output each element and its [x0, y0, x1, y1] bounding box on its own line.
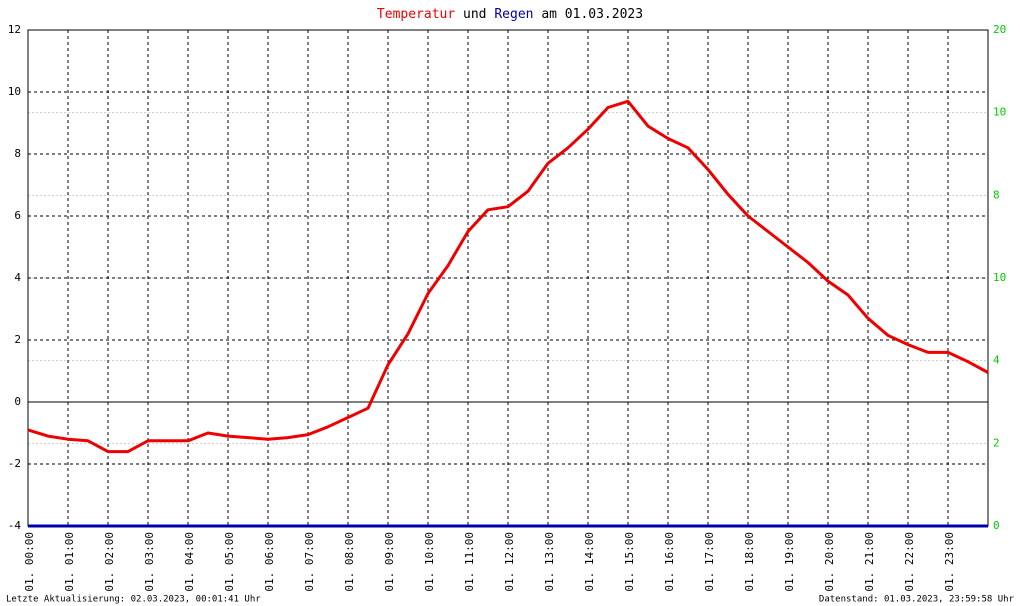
- y-tick-label: -2: [8, 457, 21, 470]
- title-and: und: [463, 7, 486, 22]
- x-tick-label: 01. 21:00: [863, 532, 876, 592]
- series-line: [27, 99, 989, 454]
- y-tick-label: 8: [14, 147, 21, 160]
- y-tick-label: 2: [14, 333, 21, 346]
- x-tick-label: 01. 11:00: [463, 532, 476, 592]
- y-tick-label: 12: [8, 23, 21, 36]
- title-rain: Regen: [494, 7, 533, 22]
- x-tick-label: 01. 08:00: [343, 532, 356, 592]
- x-tick-label: 01. 10:00: [423, 532, 436, 592]
- x-tick-label: 01. 14:00: [583, 532, 596, 592]
- y-tick-label: -4: [8, 519, 22, 532]
- y-tick-label: 10: [8, 85, 21, 98]
- y-tick-label: 6: [14, 209, 21, 222]
- x-tick-label: 01. 18:00: [743, 532, 756, 592]
- y-tick-label: 0: [14, 395, 21, 408]
- x-tick-label: 01. 09:00: [383, 532, 396, 592]
- x-tick-label: 01. 01:00: [63, 532, 76, 592]
- x-tick-label: 01. 04:00: [183, 532, 196, 592]
- x-tick-label: 01. 16:00: [663, 532, 676, 592]
- title-temperature: Temperatur: [377, 7, 455, 22]
- x-tick-label: 01. 17:00: [703, 532, 716, 592]
- chart-title: Temperatur und Regen am 01.03.2023: [377, 7, 643, 22]
- x-tick-label: 01. 00:00: [23, 532, 36, 592]
- x-tick-label: 01. 03:00: [143, 532, 156, 592]
- x-tick-label: 01. 20:00: [823, 532, 836, 592]
- x-tick-label: 01. 07:00: [303, 532, 316, 592]
- x-tick-label: 01. 02:00: [103, 532, 116, 592]
- footer-data-state: Datenstand: 01.03.2023, 23:59:58 Uhr: [819, 595, 1015, 605]
- x-tick-label: 01. 05:00: [223, 532, 236, 592]
- x-tick-label: 01. 13:00: [543, 532, 556, 592]
- y2-tick-label: 10: [993, 271, 1006, 284]
- x-tick-label: 01. 12:00: [503, 532, 516, 592]
- y-tick-label: 4: [14, 271, 21, 284]
- x-tick-label: 01. 23:00: [943, 532, 956, 592]
- y2-tick-label: 10: [993, 106, 1006, 119]
- x-tick-label: 01. 22:00: [903, 532, 916, 592]
- y2-tick-label: 8: [993, 188, 1000, 201]
- y2-tick-label: 20: [993, 23, 1006, 36]
- y2-tick-label: 0: [993, 519, 1000, 532]
- y2-tick-label: 2: [993, 436, 1000, 449]
- footer-updated: Letzte Aktualisierung: 02.03.2023, 00:01…: [6, 595, 261, 605]
- x-tick-label: 01. 19:00: [783, 532, 796, 592]
- x-tick-label: 01. 06:00: [263, 532, 276, 592]
- title-date: am 01.03.2023: [541, 7, 643, 22]
- x-tick-label: 01. 15:00: [623, 532, 636, 592]
- y2-tick-label: 4: [993, 354, 1000, 367]
